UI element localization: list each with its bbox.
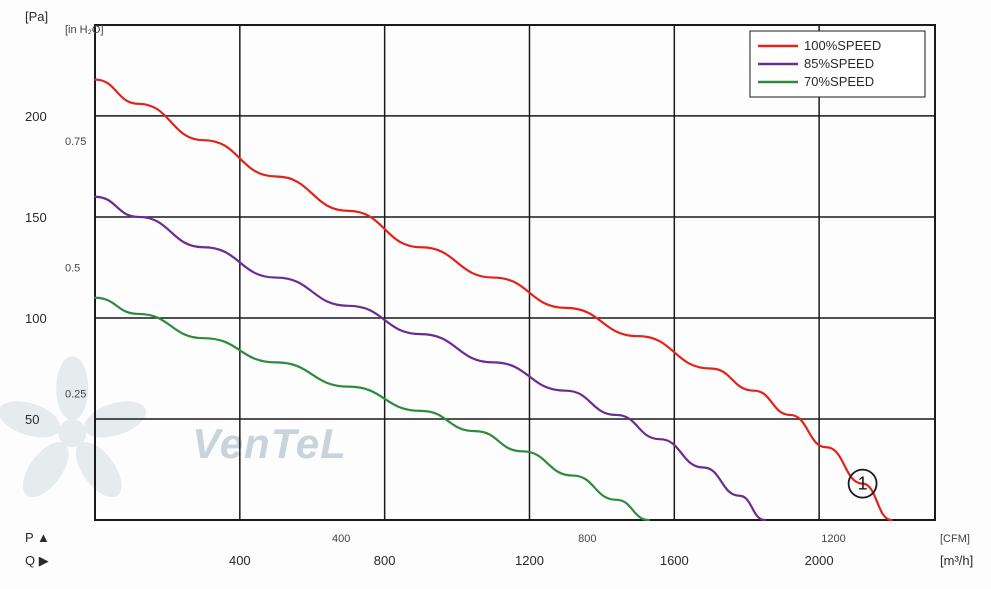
p-axis-label: P ▲	[25, 530, 50, 545]
y-tick-pa: 200	[25, 109, 47, 124]
x-tick-m3h: 400	[229, 553, 251, 568]
legend-entry: 70%SPEED	[804, 74, 874, 89]
x-tick-cfm: 400	[332, 533, 350, 545]
y-unit-inh2o: [in H₂O]	[65, 24, 104, 36]
x-tick-m3h: 1200	[515, 553, 544, 568]
legend-entry: 85%SPEED	[804, 56, 874, 71]
y-tick-pa: 100	[25, 311, 47, 326]
y-tick-pa: 150	[25, 210, 47, 225]
x-tick-cfm: 800	[578, 533, 596, 545]
y-tick-pa: 50	[25, 412, 39, 427]
legend-entry: 100%SPEED	[804, 38, 881, 53]
x-unit-cfm: [CFM]	[940, 533, 970, 545]
x-unit-m3h: [m³/h]	[940, 553, 973, 568]
y-tick-inh2o: 0.25	[65, 389, 86, 401]
x-tick-m3h: 2000	[805, 553, 834, 568]
y-unit-pa: [Pa]	[25, 9, 48, 24]
x-tick-cfm: 1200	[821, 533, 845, 545]
fan-curve-chart: VenTeL 50 100 150 200 [Pa] 0.25 0.5 0.75 [in H₂O]…	[0, 0, 991, 589]
annotation-circle-1: 1	[858, 474, 868, 494]
x-tick-m3h: 1600	[660, 553, 689, 568]
y-tick-inh2o: 0.5	[65, 262, 80, 274]
x-tick-m3h: 800	[374, 553, 396, 568]
y-tick-inh2o: 0.75	[65, 136, 86, 148]
watermark-text: VenTeL	[192, 420, 347, 467]
q-axis-label: Q ▶	[25, 553, 49, 568]
